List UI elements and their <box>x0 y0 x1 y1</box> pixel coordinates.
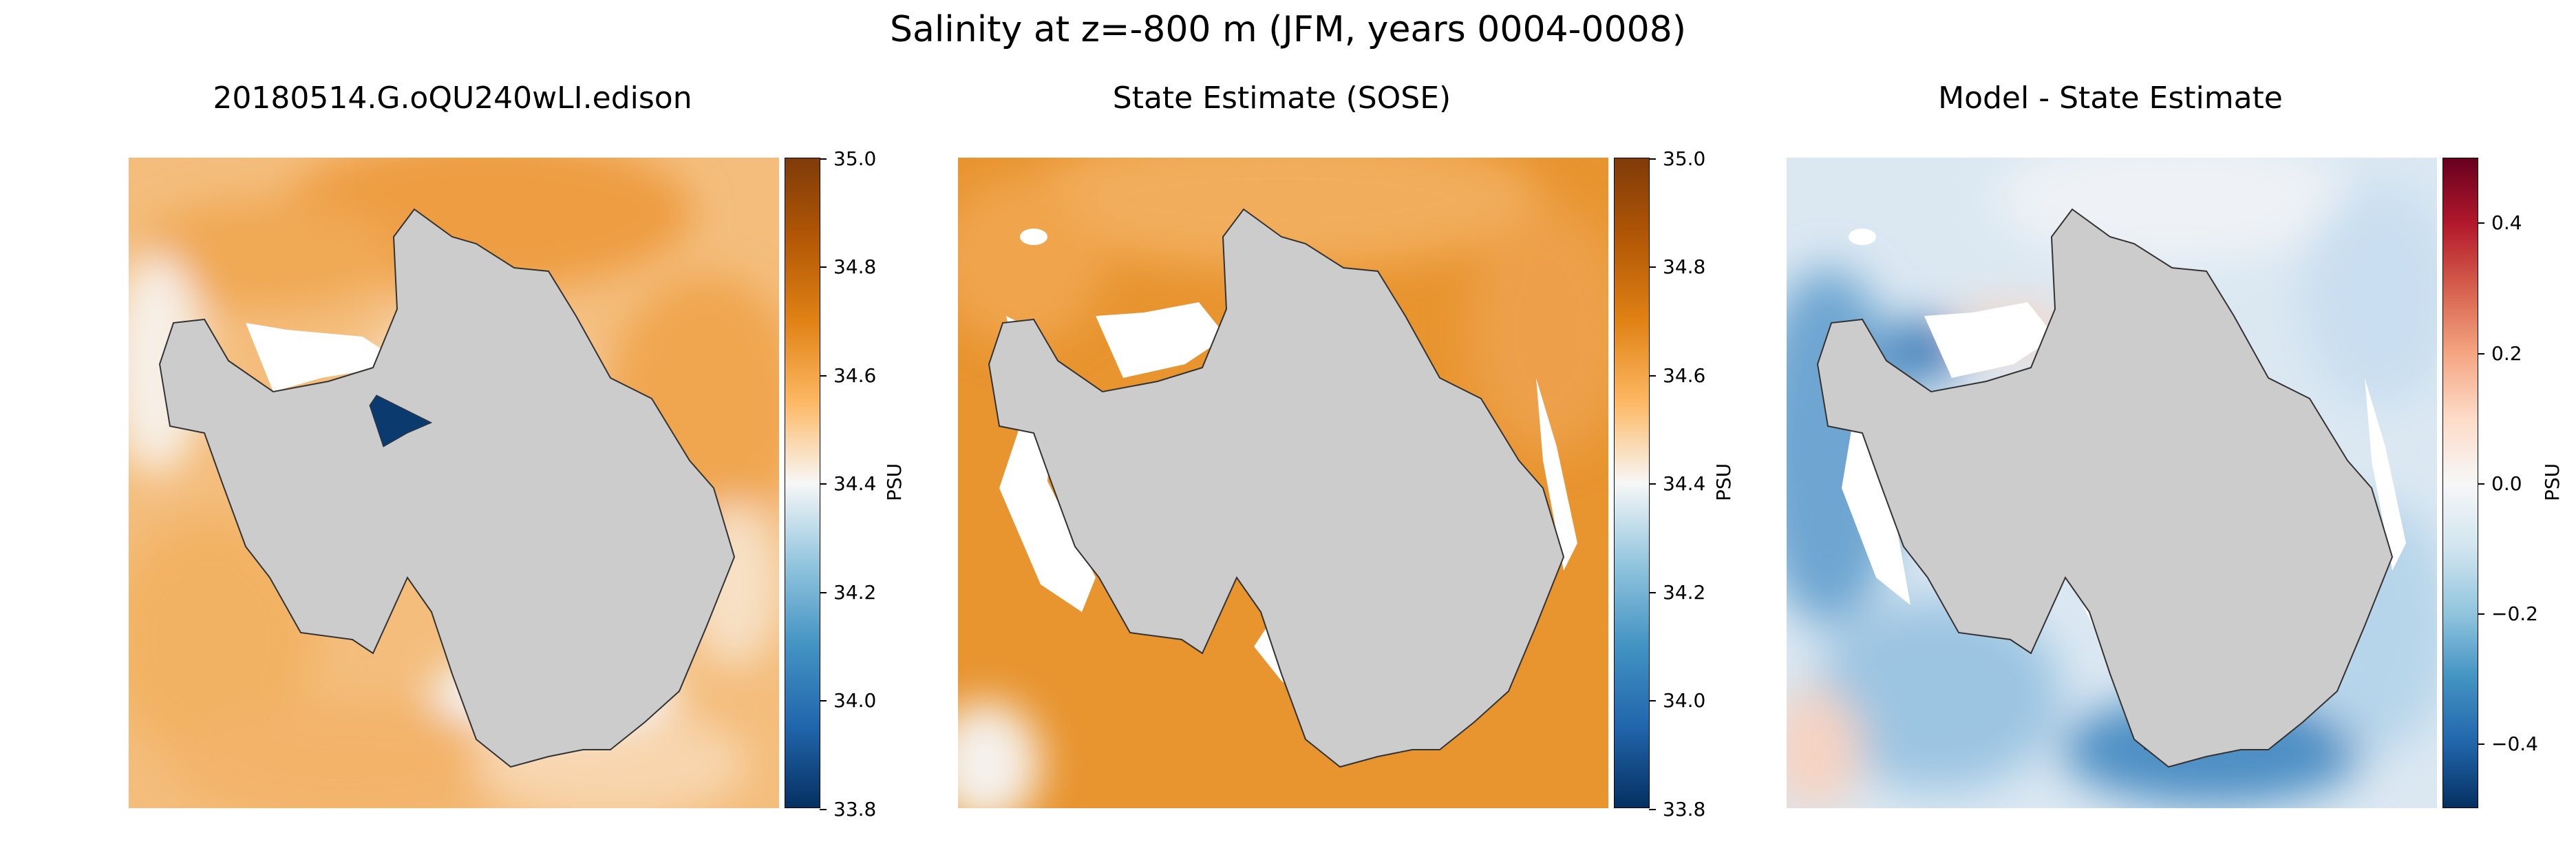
colorbar-tick: 0.4 <box>2478 211 2522 234</box>
ice-shelf-gap <box>1096 302 1226 378</box>
ice-shelf-gap <box>1536 378 1577 571</box>
colorbar-tick: 33.8 <box>819 798 877 821</box>
colorbar-tick: −0.2 <box>2478 602 2538 625</box>
colorbar-tick: 34.2 <box>1648 581 1706 604</box>
panel-title-sose: State Estimate (SOSE) <box>1112 81 1451 116</box>
colorbar-label: PSU <box>2541 463 2564 501</box>
ice-shelf-gap <box>1020 229 1047 245</box>
map-difference <box>1787 158 2437 808</box>
ice-shelf-gap <box>246 323 404 392</box>
colorbar-tick: 0.2 <box>2478 342 2522 365</box>
colorbar-tick: 34.6 <box>1648 364 1706 387</box>
colorbar-tick: 34.0 <box>819 689 877 712</box>
antarctica-land <box>1816 208 2394 768</box>
ice-shelf-gap <box>1849 229 1876 245</box>
colorbar-tick: 34.4 <box>819 472 877 495</box>
antarctica-land <box>988 208 1565 768</box>
colorbar-tick: 34.6 <box>819 364 877 387</box>
colorbar-tick: 34.8 <box>1648 255 1706 278</box>
colorbar-label: PSU <box>883 463 906 501</box>
colorbar-sose <box>1614 158 1650 808</box>
antarctica-land <box>158 208 736 768</box>
colorbar-tick: −0.4 <box>2478 732 2538 755</box>
colorbar-tick: 34.4 <box>1648 472 1706 495</box>
figure-title: Salinity at z=-800 m (JFM, years 0004-00… <box>889 9 1687 50</box>
ice-shelf-gap <box>1924 302 2055 378</box>
colorbar-tick: 0.0 <box>2478 472 2522 495</box>
colorbar-difference <box>2442 158 2478 808</box>
panel-title-model: 20180514.G.oQU240wLI.edison <box>213 81 692 116</box>
ice-shelf-gap <box>2365 378 2406 571</box>
colorbar-tick: 34.8 <box>819 255 877 278</box>
colorbar-tick: 35.0 <box>1648 147 1706 170</box>
colorbar-tick: 33.8 <box>1648 798 1706 821</box>
colorbar-tick: 34.0 <box>1648 689 1706 712</box>
panel-title-diff: Model - State Estimate <box>1938 81 2283 116</box>
map-model <box>129 158 779 808</box>
colorbar-model <box>785 158 820 808</box>
colorbar-tick: 34.2 <box>819 581 877 604</box>
colorbar-label: PSU <box>1712 463 1735 501</box>
colorbar-tick: 35.0 <box>819 147 877 170</box>
map-sose <box>958 158 1608 808</box>
